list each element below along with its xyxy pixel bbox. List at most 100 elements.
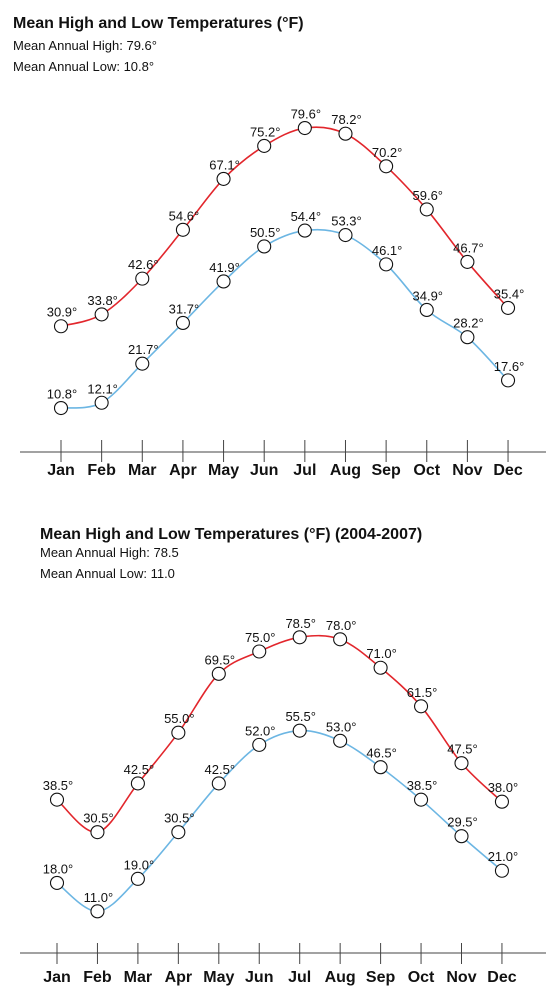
- low-temperature-data-label: 31.7°: [169, 301, 200, 316]
- x-tick-label: Dec: [487, 969, 516, 986]
- high-temperature-data-label: 59.6°: [413, 188, 444, 203]
- high-temperature-line: [56, 634, 503, 833]
- subtitle-annual-low: Mean Annual Low: 10.8°: [13, 59, 154, 74]
- high-temperature-data-label: 42.5°: [124, 762, 155, 777]
- high-temperature-point: [257, 138, 272, 153]
- low-temperature-data-label: 54.4°: [291, 209, 322, 224]
- high-temperature-data-label: 35.4°: [494, 286, 525, 301]
- x-tick-label: Apr: [169, 462, 197, 479]
- high-temperature-data-label: 30.9°: [47, 305, 78, 320]
- high-temperature-data-label: 30.5°: [83, 811, 114, 826]
- low-temperature-data-label: 55.5°: [285, 709, 316, 724]
- low-temperature-point: [94, 395, 109, 410]
- x-tick-label: Nov: [452, 462, 482, 479]
- low-temperature-data-label: 29.5°: [447, 815, 478, 830]
- high-temperature-point: [500, 300, 516, 315]
- high-temperature-point: [454, 756, 469, 771]
- high-temperature-point: [53, 319, 69, 334]
- high-temperature-data-label: 55.0°: [164, 711, 195, 726]
- low-temperature-data-label: 42.5°: [205, 762, 236, 777]
- high-temperature-point: [494, 794, 510, 809]
- low-temperature-point: [460, 330, 475, 345]
- low-temperature-data-label: 21.7°: [128, 342, 159, 357]
- x-tick-label: May: [208, 462, 239, 479]
- low-temperature-data-label: 10.8°: [47, 387, 78, 402]
- low-temperature-point: [252, 737, 267, 752]
- subtitle-annual-high: Mean Annual High: 79.6°: [13, 38, 157, 53]
- low-temperature-data-label: 21.0°: [488, 849, 519, 864]
- high-temperature-point: [419, 202, 434, 217]
- high-temperature-point: [211, 666, 226, 681]
- low-temperature-point: [297, 223, 312, 238]
- x-tick-label: Aug: [330, 462, 361, 479]
- high-temperature-point: [175, 222, 190, 237]
- x-axis: Jan Feb Mar Apr May Jun Jul Aug Sep Oct Nov Dec: [20, 440, 546, 479]
- x-tick-label: May: [203, 969, 234, 986]
- x-tick-label: Nov: [446, 969, 476, 986]
- data-points: [49, 630, 510, 919]
- low-temperature-data-label: 46.1°: [372, 243, 403, 258]
- high-temperature-data-label: 70.2°: [372, 145, 403, 160]
- high-temperature-point: [292, 630, 307, 645]
- low-temperature-data-label: 50.5°: [250, 225, 281, 240]
- low-temperature-data-label: 12.1°: [87, 381, 118, 396]
- x-axis: Jan Feb Mar Apr May Jun Jul Aug Sep Oct Nov Dec: [20, 943, 546, 986]
- low-temperature-point: [413, 792, 429, 807]
- x-tick-label: Feb: [83, 969, 112, 986]
- low-temperature-point: [494, 863, 510, 878]
- low-temperature-data-label: 46.5°: [366, 746, 397, 761]
- x-tick-label: Aug: [325, 969, 356, 986]
- low-temperature-data-label: 41.9°: [209, 260, 240, 275]
- high-temperature-data-label: 38.0°: [488, 780, 519, 795]
- high-temperature-data-label: 78.0°: [326, 618, 357, 633]
- high-temperature-point: [252, 644, 267, 659]
- x-tick-label: Mar: [128, 462, 156, 479]
- subtitle-annual-low: Mean Annual Low: 11.0: [40, 566, 175, 581]
- low-temperature-data-label: 18.0°: [43, 861, 74, 876]
- x-tick-label: Jul: [293, 462, 316, 479]
- high-temperature-point: [379, 159, 394, 174]
- high-temperature-data-label: 61.5°: [407, 685, 438, 700]
- data-labels: 38.5° 30.5° 42.5° 55.0° 69.5° 75.0° 78.5° 78.0°…: [43, 616, 518, 905]
- low-temperature-data-label: 34.9°: [413, 288, 444, 303]
- x-tick-label: Sep: [366, 969, 396, 986]
- x-tick-label: Dec: [493, 462, 522, 479]
- low-temperature-point: [379, 257, 394, 272]
- high-temperature-point: [338, 126, 353, 141]
- high-temperature-data-label: 46.7°: [453, 240, 484, 255]
- high-temperature-point: [171, 725, 186, 740]
- low-temperature-data-label: 17.6°: [494, 359, 525, 374]
- data-points: [53, 120, 516, 416]
- high-temperature-point: [94, 307, 109, 322]
- high-temperature-data-label: 38.5°: [43, 778, 74, 793]
- temperature-chart-1: Mean High and Low Temperatures (°F) Mean…: [13, 15, 546, 479]
- x-tick-label: Jun: [245, 969, 273, 986]
- low-temperature-data-label: 19.0°: [124, 857, 155, 872]
- data-labels: 30.9° 33.8° 42.6° 54.6° 67.1° 75.2° 79.6° 78.2°…: [47, 107, 525, 402]
- chart-title: Mean High and Low Temperatures (°F): [13, 15, 304, 32]
- x-tick-label: Oct: [408, 969, 435, 986]
- high-temperature-data-label: 78.5°: [285, 616, 316, 631]
- low-temperature-point: [211, 776, 226, 791]
- low-temperature-data-label: 11.0°: [84, 890, 114, 905]
- high-temperature-point: [49, 792, 65, 807]
- low-temperature-data-label: 52.0°: [245, 723, 276, 738]
- low-temperature-point: [257, 239, 272, 254]
- high-temperature-data-label: 33.8°: [87, 293, 118, 308]
- high-temperature-point: [135, 271, 150, 286]
- low-temperature-point: [53, 400, 69, 416]
- x-tick-label: Jan: [47, 462, 75, 479]
- subtitle-annual-high: Mean Annual High: 78.5: [40, 545, 179, 560]
- x-tick-label: Jan: [43, 969, 71, 986]
- high-temperature-point: [216, 171, 231, 186]
- low-temperature-data-label: 28.2°: [453, 316, 484, 331]
- high-temperature-data-label: 78.2°: [331, 112, 362, 127]
- x-tick-label: Feb: [87, 462, 116, 479]
- high-temperature-point: [90, 825, 105, 840]
- low-temperature-point: [292, 723, 307, 738]
- low-temperature-point: [500, 373, 516, 388]
- low-temperature-data-label: 30.5°: [164, 811, 195, 826]
- low-temperature-point: [419, 302, 434, 318]
- high-temperature-data-label: 79.6°: [291, 107, 322, 122]
